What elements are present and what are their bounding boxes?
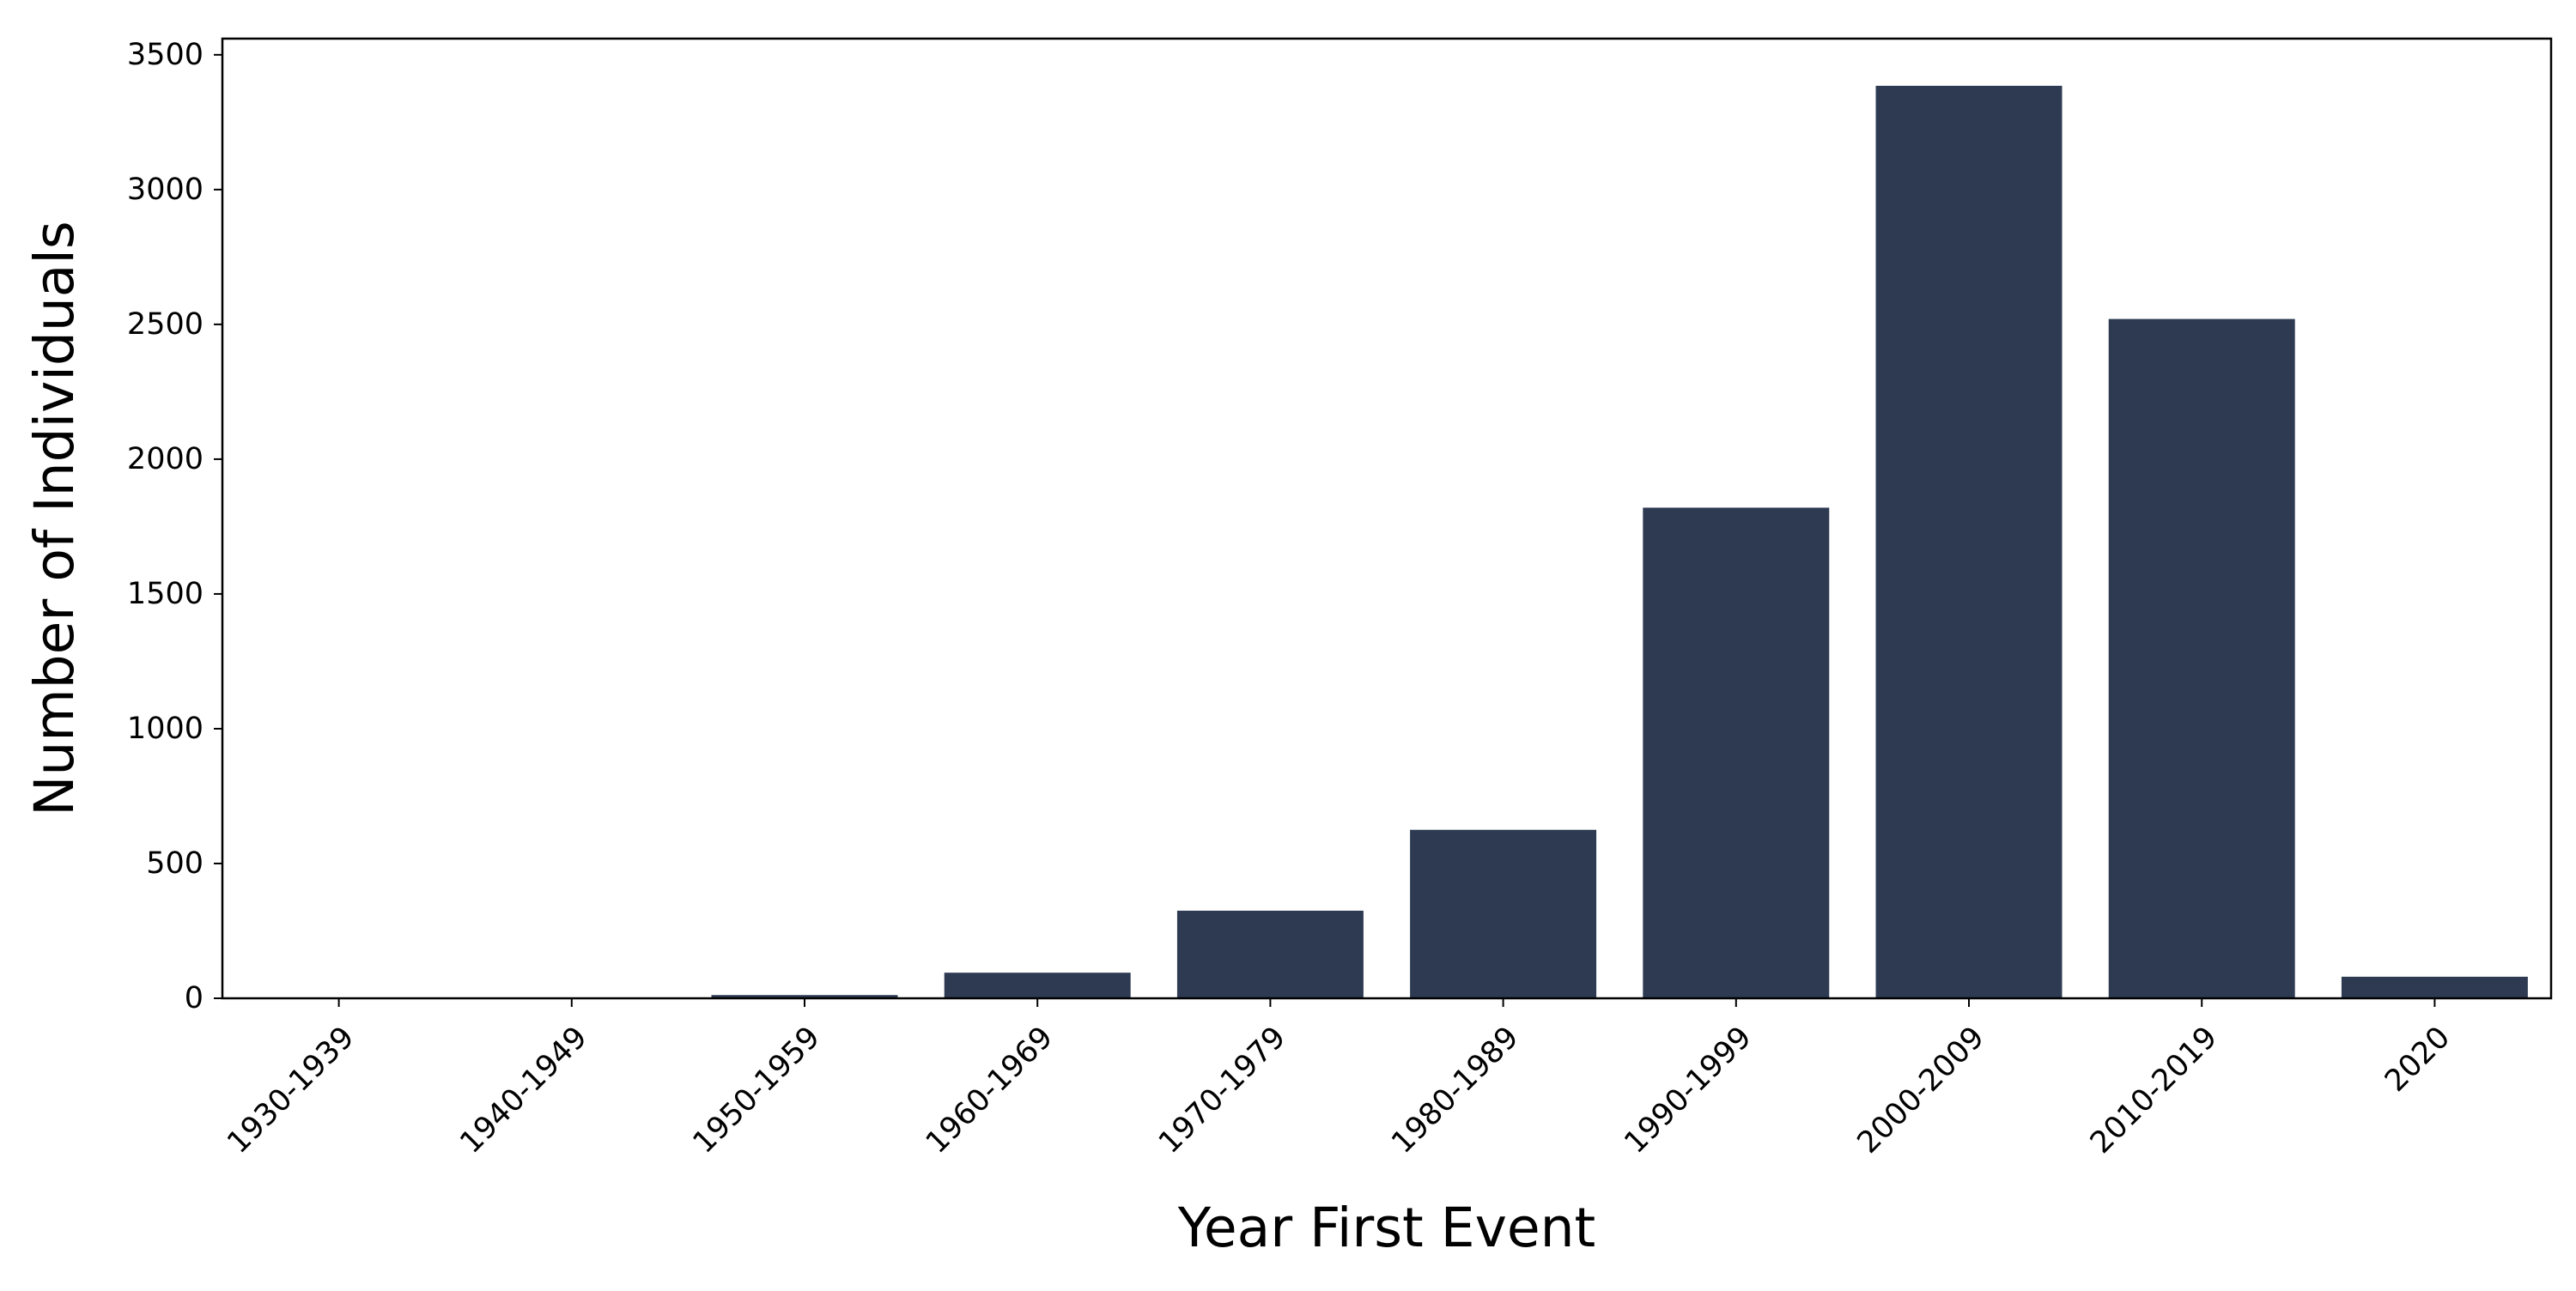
y-axis-title: Number of Individuals [23,221,86,816]
x-tick-label: 1940-1949 [454,1021,594,1161]
bar-2010-2019 [2108,318,2295,998]
x-tick-label: 2000-2009 [1851,1021,1991,1161]
x-tick-label: 2010-2019 [2084,1021,2224,1161]
x-tick-label: 1960-1969 [920,1021,1060,1161]
x-axis-title: Year First Event [1177,1197,1596,1259]
plot-frame [221,37,2553,1000]
x-tick-label: 1950-1959 [687,1021,827,1161]
bar-1960-1969 [944,973,1131,998]
bar-1980-1989 [1410,829,1597,998]
x-tick-label: 1980-1989 [1385,1021,1525,1161]
bars-layer [246,85,2528,999]
y-tick-label: 3000 [127,173,204,207]
x-tick-label: 1990-1999 [1619,1021,1759,1161]
y-tick-label: 2500 [127,307,204,342]
y-tick-label: 2000 [127,442,204,476]
bar-1950-1959 [711,995,898,998]
y-tick-label: 1500 [127,577,204,611]
bar-2020 [2341,976,2528,998]
x-tick-label: 1970-1979 [1152,1021,1292,1161]
y-tick-label: 1000 [127,712,204,746]
y-tick-label: 3500 [127,38,204,72]
y-tick-label: 500 [146,846,204,881]
x-tick-label: 1930-1939 [221,1021,361,1161]
y-tick-label: 0 [185,981,204,1015]
bar-2000-2009 [1875,85,2063,999]
x-tick-label: 2020 [2379,1021,2457,1099]
bar-1970-1979 [1176,910,1364,998]
bar-1990-1999 [1643,507,1830,998]
